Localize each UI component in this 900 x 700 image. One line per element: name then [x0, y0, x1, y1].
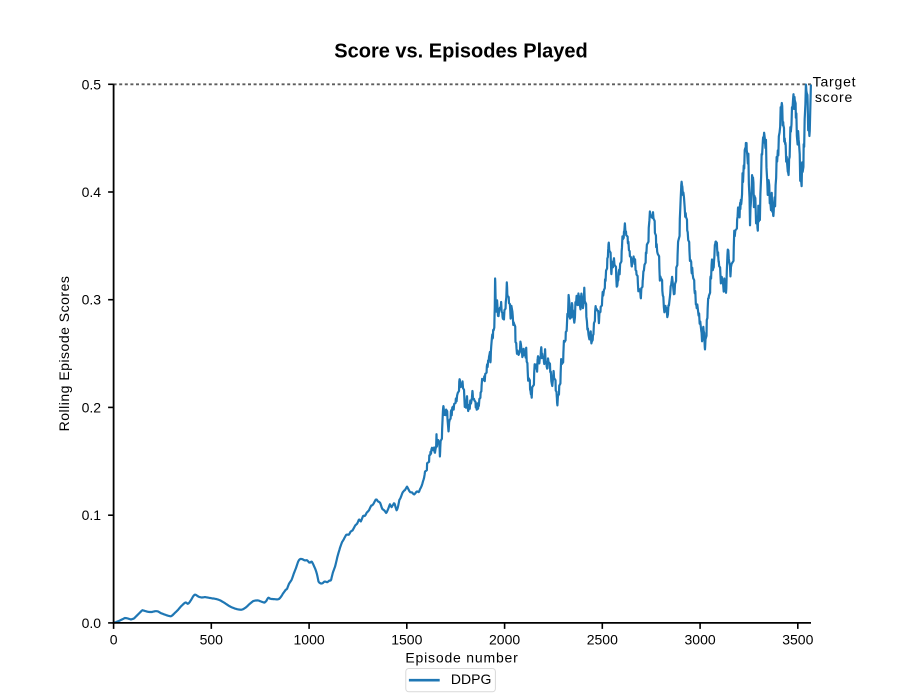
- svg-text:Episode number: Episode number: [405, 649, 518, 665]
- svg-text:Rolling Episode Scores: Rolling Episode Scores: [56, 276, 72, 432]
- svg-text:1000: 1000: [294, 631, 325, 647]
- svg-text:500: 500: [200, 631, 224, 647]
- svg-text:0.5: 0.5: [82, 76, 102, 92]
- svg-text:Target: Target: [813, 73, 857, 89]
- svg-text:0.0: 0.0: [82, 615, 102, 631]
- svg-text:DDPG: DDPG: [451, 671, 491, 687]
- svg-text:2000: 2000: [489, 631, 520, 647]
- svg-text:0.2: 0.2: [82, 399, 102, 415]
- svg-text:0.4: 0.4: [82, 184, 102, 200]
- svg-text:0: 0: [110, 631, 118, 647]
- svg-text:0.3: 0.3: [82, 292, 102, 308]
- svg-text:Score vs. Episodes Played: Score vs. Episodes Played: [334, 41, 587, 63]
- svg-text:score: score: [815, 89, 853, 105]
- svg-text:1500: 1500: [391, 631, 422, 647]
- svg-text:3000: 3000: [685, 631, 716, 647]
- svg-text:3500: 3500: [782, 631, 813, 647]
- svg-text:0.1: 0.1: [82, 507, 102, 523]
- svg-text:2500: 2500: [587, 631, 618, 647]
